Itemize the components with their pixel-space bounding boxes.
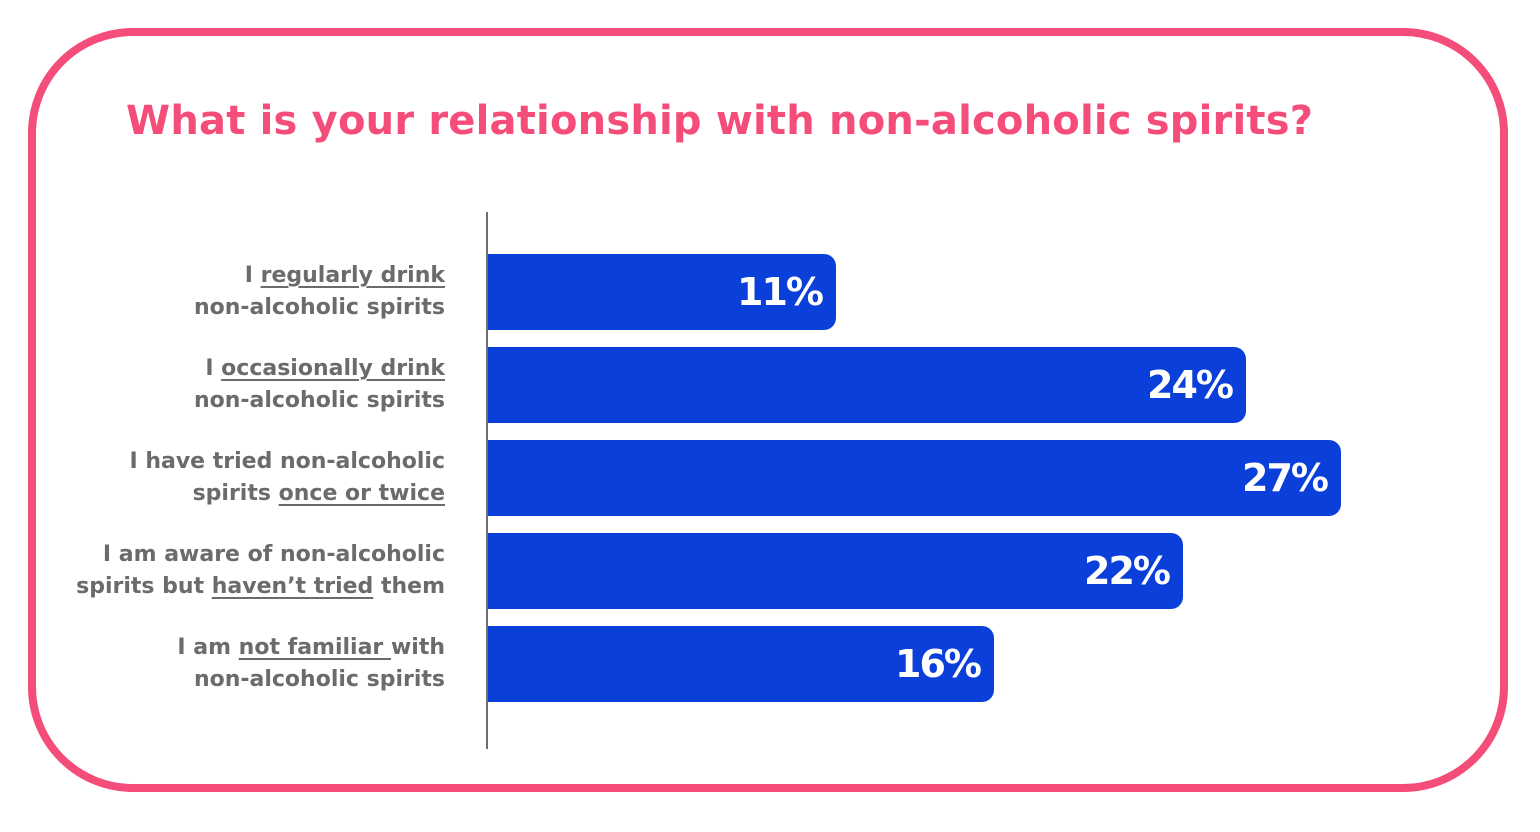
y-axis-line [486, 212, 488, 749]
bar-value-label: 11% [737, 270, 824, 314]
label-text: I [244, 263, 261, 288]
bar-3: 27% [488, 440, 1341, 516]
bar-value-label: 16% [895, 642, 982, 686]
emphasized-phrase: regularly drink [260, 263, 445, 288]
emphasized-phrase: once or twice [278, 481, 445, 506]
label-text: spirits but [76, 574, 212, 599]
category-label-line: I have tried non-alcoholic [129, 446, 445, 478]
category-label-line: I occasionally drink [194, 353, 445, 385]
label-text: I am aware of non-alcoholic [102, 542, 445, 567]
category-label-line: I regularly drink [194, 260, 445, 292]
bar-2: 24% [488, 347, 1246, 423]
label-text: non-alcoholic spirits [193, 295, 445, 320]
emphasized-phrase: haven’t tried [211, 574, 374, 599]
label-text: I have tried non-alcoholic [129, 449, 445, 474]
label-text: I [205, 356, 222, 381]
emphasized-phrase: not familiar [238, 635, 391, 660]
category-label-line: I am not familiar with [177, 632, 445, 664]
bar-value-label: 24% [1147, 363, 1234, 407]
bar-1: 11% [488, 254, 836, 330]
label-text: non-alcoholic spirits [193, 667, 445, 692]
category-label-5: I am not familiar with non-alcoholic spir… [177, 632, 445, 696]
category-label-line: non-alcoholic spirits [177, 664, 445, 696]
bar-value-label: 22% [1084, 549, 1171, 593]
category-label-1: I regularly drink non-alcoholic spirits [194, 260, 445, 324]
category-label-line: spirits once or twice [129, 478, 445, 510]
label-text: non-alcoholic spirits [193, 388, 445, 413]
label-text: spirits [192, 481, 279, 506]
category-label-line: I am aware of non-alcoholic [76, 539, 445, 571]
category-label-2: I occasionally drink non-alcoholic spirit… [194, 353, 445, 417]
category-label-3: I have tried non-alcoholic spirits once o… [129, 446, 445, 510]
category-label-line: non-alcoholic spirits [194, 385, 445, 417]
category-label-line: spirits but haven’t tried them [76, 571, 445, 603]
category-label-4: I am aware of non-alcoholic spirits but h… [76, 539, 445, 603]
chart-title: What is your relationship with non-alcoh… [126, 98, 1314, 144]
label-text: them [373, 574, 445, 599]
bar-4: 22% [488, 533, 1183, 609]
bar-5: 16% [488, 626, 994, 702]
label-text: with [390, 635, 445, 660]
category-label-line: non-alcoholic spirits [194, 292, 445, 324]
emphasized-phrase: occasionally drink [221, 356, 445, 381]
label-text: I am [177, 635, 239, 660]
bar-value-label: 27% [1242, 456, 1329, 500]
